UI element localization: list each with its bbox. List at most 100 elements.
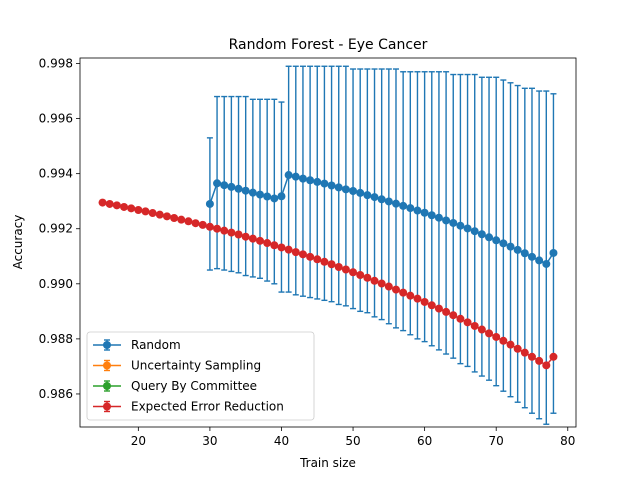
- data-point: [370, 276, 379, 285]
- data-point: [148, 209, 157, 218]
- data-point: [413, 294, 422, 303]
- data-point: [170, 213, 179, 222]
- series-expected-error-reduction: [98, 198, 558, 370]
- data-point: [284, 171, 293, 180]
- data-point: [470, 321, 479, 330]
- data-point: [162, 212, 171, 221]
- data-point: [213, 224, 222, 233]
- data-point: [542, 361, 551, 370]
- series-layer: [98, 65, 558, 425]
- legend-label: Uncertainty Sampling: [131, 359, 261, 373]
- legend-marker: [103, 382, 111, 390]
- data-point: [506, 242, 515, 251]
- data-point: [399, 288, 408, 297]
- data-point: [184, 217, 193, 226]
- data-point: [520, 249, 529, 258]
- data-point: [270, 194, 279, 203]
- data-point: [456, 314, 465, 323]
- data-point: [120, 202, 129, 211]
- data-point: [270, 241, 279, 250]
- legend-marker: [103, 402, 111, 411]
- data-point: [327, 260, 336, 269]
- data-point: [506, 340, 515, 349]
- data-point: [413, 206, 422, 215]
- data-point: [320, 257, 329, 266]
- data-point: [356, 270, 365, 279]
- data-point: [213, 179, 222, 188]
- data-point: [263, 192, 272, 201]
- data-point: [477, 230, 486, 239]
- data-point: [527, 252, 536, 261]
- data-point: [227, 182, 236, 191]
- data-point: [449, 311, 458, 320]
- data-point: [363, 191, 372, 200]
- legend-marker: [103, 341, 111, 349]
- data-point: [377, 195, 386, 204]
- data-point: [449, 218, 458, 227]
- y-tick-label: 0.988: [39, 332, 73, 346]
- data-point: [363, 273, 372, 282]
- data-point: [256, 236, 265, 245]
- data-point: [513, 245, 522, 254]
- data-point: [334, 263, 343, 272]
- x-tick-label: 20: [131, 434, 146, 448]
- x-tick-label: 80: [560, 434, 575, 448]
- y-tick-label: 0.990: [39, 277, 73, 291]
- data-point: [434, 213, 443, 222]
- x-tick-label: 70: [489, 434, 504, 448]
- data-point: [284, 245, 293, 254]
- legend-label: Random: [131, 338, 181, 352]
- data-point: [155, 210, 164, 219]
- data-point: [248, 234, 257, 243]
- x-axis-label: Train size: [299, 456, 356, 470]
- legend-label: Expected Error Reduction: [131, 400, 284, 414]
- data-point: [370, 193, 379, 202]
- x-tick-label: 50: [345, 434, 360, 448]
- data-point: [112, 201, 121, 210]
- data-point: [549, 248, 558, 257]
- data-point: [406, 291, 415, 300]
- data-point: [456, 221, 465, 230]
- legend-frame: [86, 331, 315, 421]
- y-tick-label: 0.998: [39, 57, 73, 71]
- data-point: [205, 199, 214, 208]
- data-point: [263, 239, 272, 248]
- data-point: [477, 325, 486, 334]
- data-point: [406, 204, 415, 213]
- y-tick-label: 0.994: [39, 167, 73, 181]
- data-point: [313, 255, 322, 264]
- data-point: [434, 304, 443, 313]
- data-point: [256, 190, 265, 199]
- data-point: [241, 232, 250, 241]
- data-point: [327, 181, 336, 190]
- data-point: [127, 204, 136, 213]
- data-point: [442, 216, 451, 225]
- data-point: [499, 239, 508, 248]
- data-point: [198, 220, 207, 229]
- data-point: [177, 215, 186, 224]
- y-tick-label: 0.996: [39, 112, 73, 126]
- data-point: [341, 185, 350, 194]
- data-point: [527, 352, 536, 361]
- data-point: [291, 172, 300, 181]
- data-point: [485, 329, 494, 338]
- data-point: [542, 259, 551, 268]
- y-axis: 0.986 0.988 0.990 0.992 0.994 0.996 0.998: [39, 57, 80, 401]
- axes-frame: [79, 57, 577, 428]
- data-point: [427, 211, 436, 220]
- data-point: [492, 236, 501, 245]
- data-point: [356, 188, 365, 197]
- data-point: [391, 285, 400, 294]
- data-point: [349, 187, 358, 196]
- data-point: [298, 250, 307, 259]
- data-point: [549, 352, 558, 361]
- data-point: [298, 174, 307, 183]
- data-point: [248, 188, 257, 197]
- data-point: [220, 226, 229, 235]
- data-point: [341, 265, 350, 274]
- data-point: [399, 201, 408, 210]
- data-point: [313, 177, 322, 186]
- x-tick-label: 30: [202, 434, 217, 448]
- data-point: [141, 207, 150, 216]
- legend-label: Query By Committee: [131, 379, 257, 393]
